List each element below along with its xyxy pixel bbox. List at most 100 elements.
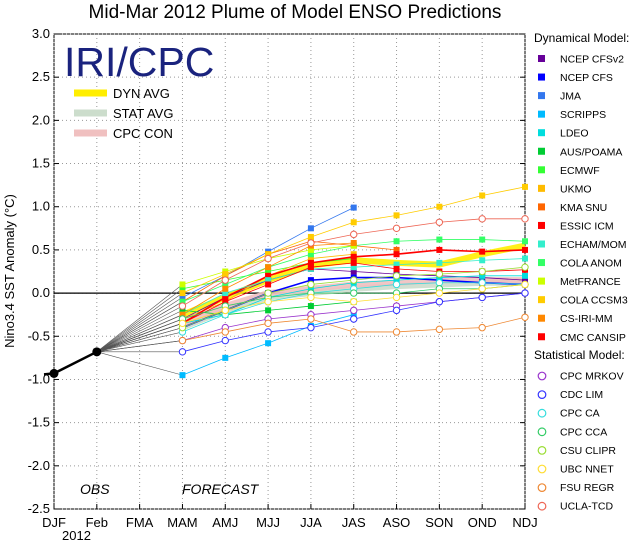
series-point (307, 233, 314, 240)
legend-marker-ubc-nnet (537, 464, 547, 474)
legend-label-ecmwf: ECMWF (560, 165, 600, 177)
series-point (393, 251, 400, 258)
series-point (435, 218, 444, 226)
x-tick-label: SON (425, 515, 453, 530)
series-point (178, 348, 187, 356)
legend-marker-cpc-ca (537, 408, 547, 418)
legend-marker-ncep-cfsv2 (538, 55, 545, 62)
series-point (307, 285, 314, 292)
series-point (307, 246, 314, 253)
fan-line (96, 284, 183, 353)
series-point (264, 254, 272, 263)
legend-label-ukmo: UKMO (560, 183, 592, 195)
series-point (435, 298, 444, 306)
fan-line (96, 327, 183, 353)
x-tick-label: OND (468, 515, 497, 530)
series-point (393, 261, 400, 268)
series-point (392, 293, 401, 302)
series-point (522, 272, 528, 279)
series-point (392, 306, 401, 315)
series-point (350, 219, 357, 226)
x-tick-label: FMA (126, 515, 154, 530)
series-point (265, 277, 272, 284)
y-tick-label: 0.0 (32, 285, 50, 300)
series-point (179, 285, 186, 292)
forecast-label: FORECAST (182, 481, 260, 497)
series-point (222, 294, 229, 301)
fan-line (96, 292, 183, 353)
legend-marker-cpc-cca (537, 427, 547, 437)
obs-label: OBS (80, 481, 110, 497)
y-tick-label: 2.0 (32, 112, 50, 127)
x-tick-label: MAM (167, 515, 197, 530)
legend-marker-cpc-mrkov (537, 371, 547, 381)
series-point (307, 239, 315, 247)
series-point (350, 289, 358, 297)
legend-label-cpc-cca: CPC CCA (560, 426, 607, 438)
dynamical-legend: NCEP CFSv2 NCEP CFS JMA SCRIPPS LDEO AUS/POAM… (538, 54, 628, 344)
series-point (436, 246, 443, 253)
series-point (435, 270, 444, 278)
series-point (307, 323, 315, 332)
series-point (479, 272, 486, 279)
fan-line (96, 331, 183, 353)
series-point (350, 268, 357, 275)
series-point (307, 277, 314, 284)
series-point (221, 328, 229, 336)
x-tick-label: JAS (342, 515, 366, 530)
series-point (265, 340, 272, 347)
series-point (522, 255, 528, 262)
series-point (222, 298, 229, 305)
series-point (178, 302, 187, 310)
legend-label-dyn-avg: DYN AVG (113, 86, 170, 101)
legend-label-cmc-cansip: CMC CANSIP (560, 332, 626, 344)
y-tick-label: 1.5 (32, 156, 50, 171)
y-tick-label: -1.5 (28, 415, 50, 430)
series-point (479, 192, 486, 199)
legend-marker-cmc-cansip (538, 333, 545, 341)
series-point (350, 311, 357, 318)
series-point (521, 215, 529, 223)
legend-marker-scripps (538, 110, 545, 118)
legend-marker-ncep-cfs (538, 73, 545, 81)
series-point (521, 313, 529, 321)
legend-marker-essic-icm (538, 221, 545, 229)
observed-point (92, 347, 102, 357)
series-point (479, 257, 486, 264)
legend-marker-ecmwf (538, 166, 545, 174)
series-point (522, 238, 528, 245)
fan-line (96, 301, 183, 353)
series-point (393, 265, 400, 272)
legend-marker-jma (538, 92, 545, 100)
y-tick-labels: 3.02.52.01.51.00.50.0-0.5-1.0-1.5-2.0-2.… (28, 26, 525, 516)
x-tick-label: JJA (300, 515, 322, 530)
series-point (179, 372, 186, 379)
series-point (521, 263, 529, 271)
series-point (350, 298, 358, 306)
stat-series-ucla-tcd (178, 215, 529, 310)
series-point (393, 277, 400, 284)
series-point (179, 294, 186, 301)
statistical-legend: CPC MRKOV CDC LIM CPC CA CPC CCA CSU CLIPR UB… (537, 371, 624, 513)
series-point (178, 319, 187, 328)
series-point (436, 236, 443, 243)
series-point (436, 259, 443, 266)
series-point (478, 293, 486, 302)
legend-marker-ldeo (538, 129, 545, 137)
series-point (392, 272, 401, 280)
legend-label-ubc-nnet: UBC NNET (560, 464, 614, 476)
dyn-series-cola-ccsm3 (179, 183, 528, 297)
legend-marker-aus-poama (538, 147, 545, 155)
series-point (265, 272, 272, 279)
stat-series-cdc-lim (178, 289, 529, 356)
series-point (350, 276, 358, 284)
legend-marker-kma-snu (538, 203, 545, 211)
series-point (222, 290, 229, 297)
series-point (393, 246, 400, 253)
series-point (522, 183, 528, 190)
fan-line (96, 351, 183, 376)
series-point (265, 251, 272, 258)
year-label: 2012 (62, 528, 91, 543)
